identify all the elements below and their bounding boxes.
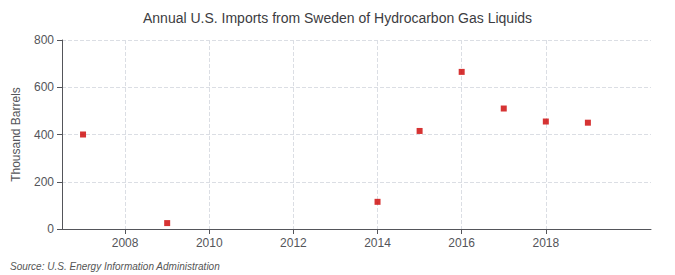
- svg-text:400: 400: [34, 128, 54, 142]
- svg-text:2010: 2010: [196, 236, 223, 250]
- svg-text:2018: 2018: [532, 236, 559, 250]
- svg-text:Annual U.S. Imports from Swede: Annual U.S. Imports from Sweden of Hydro…: [143, 10, 532, 26]
- svg-text:2016: 2016: [448, 236, 475, 250]
- svg-text:800: 800: [34, 33, 54, 47]
- svg-text:Source: U.S. Energy Informatio: Source: U.S. Energy Information Administ…: [10, 261, 220, 272]
- svg-text:2012: 2012: [280, 236, 307, 250]
- svg-text:2014: 2014: [364, 236, 391, 250]
- svg-text:2008: 2008: [112, 236, 139, 250]
- svg-text:0: 0: [47, 222, 54, 236]
- svg-text:600: 600: [34, 80, 54, 94]
- svg-text:Thousand Barrels: Thousand Barrels: [9, 87, 23, 182]
- svg-text:200: 200: [34, 175, 54, 189]
